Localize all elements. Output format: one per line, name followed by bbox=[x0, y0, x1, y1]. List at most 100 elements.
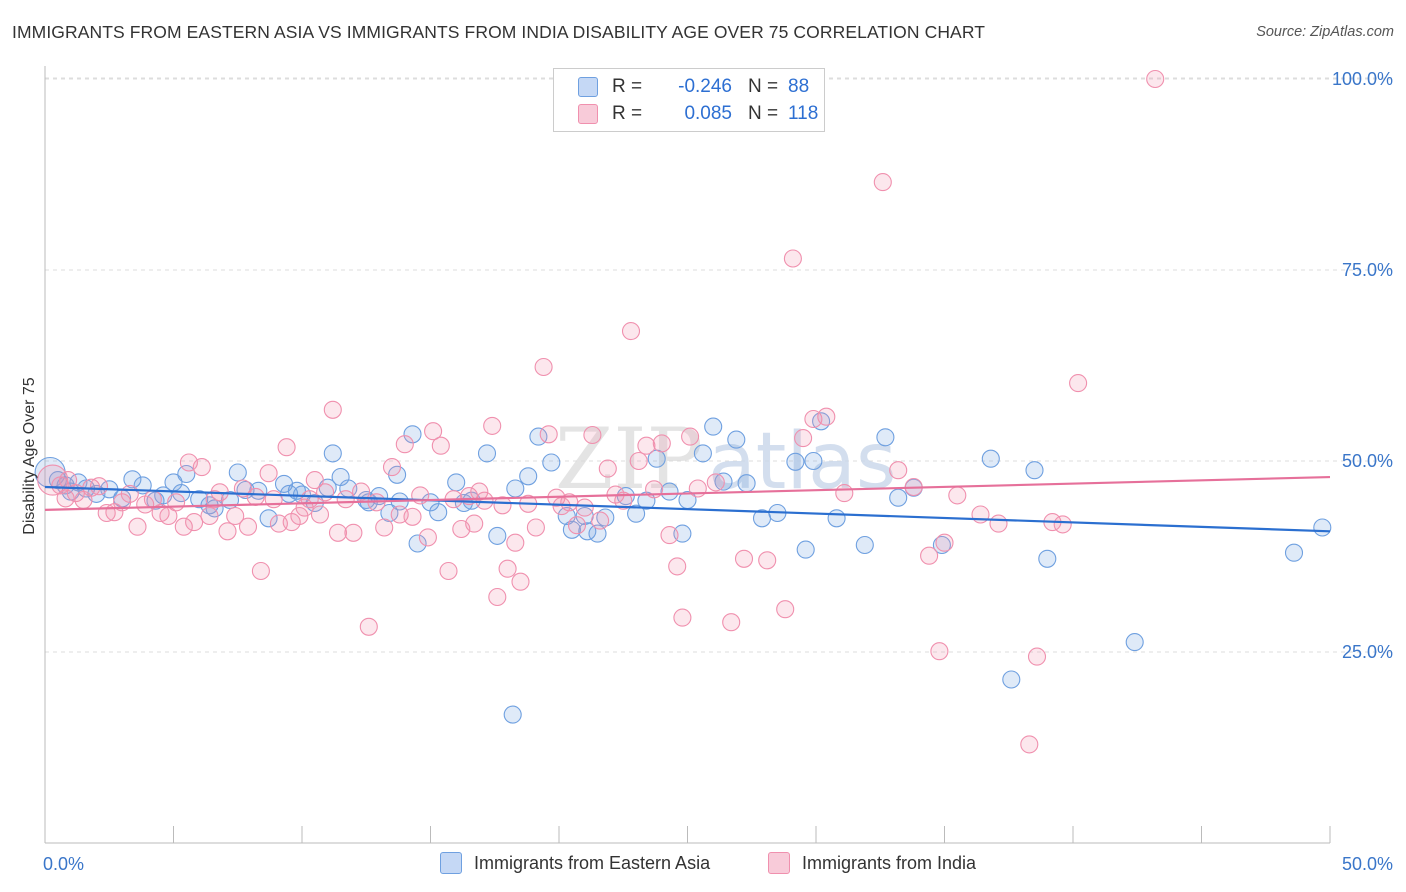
point-india bbox=[238, 517, 258, 536]
point-india bbox=[835, 484, 854, 503]
point-eastern-asia bbox=[737, 474, 756, 493]
series-label-eastern-asia: Immigrants from Eastern Asia bbox=[474, 852, 711, 873]
point-india bbox=[277, 438, 296, 457]
point-india bbox=[758, 551, 777, 570]
point-india bbox=[470, 482, 489, 501]
point-eastern-asia bbox=[827, 509, 846, 528]
source-label: Source: ZipAtlas.com bbox=[1256, 24, 1394, 40]
point-india bbox=[344, 523, 363, 542]
point-india bbox=[488, 587, 507, 607]
point-india bbox=[89, 477, 109, 496]
point-india bbox=[534, 357, 553, 377]
y-axis-title: Disability Age Over 75 bbox=[21, 377, 38, 535]
series-swatch-india bbox=[768, 852, 790, 874]
point-eastern-asia bbox=[403, 425, 422, 444]
legend-row-eastern-asia: R = -0.246 N = 88 bbox=[578, 75, 809, 99]
point-eastern-asia bbox=[503, 705, 522, 724]
point-india bbox=[475, 491, 494, 510]
series-swatch-eastern-asia bbox=[440, 852, 462, 874]
point-eastern-asia bbox=[1025, 461, 1044, 480]
point-india bbox=[930, 642, 949, 661]
point-india bbox=[246, 487, 265, 506]
point-india bbox=[120, 484, 139, 503]
point-india bbox=[310, 505, 330, 524]
point-india bbox=[776, 600, 795, 619]
point-india bbox=[706, 473, 725, 492]
point-india bbox=[336, 490, 355, 509]
point-eastern-asia bbox=[408, 534, 427, 553]
point-india bbox=[465, 514, 484, 533]
point-eastern-asia bbox=[447, 473, 466, 492]
point-india bbox=[167, 493, 186, 512]
point-india bbox=[873, 173, 892, 192]
point-india bbox=[526, 518, 545, 537]
point-eastern-asia bbox=[488, 526, 507, 545]
legend-row-india: R = 0.085 N = 118 bbox=[578, 102, 818, 126]
point-india bbox=[668, 557, 687, 576]
point-eastern-asia bbox=[542, 453, 561, 472]
legend-r-label: R = bbox=[612, 76, 643, 97]
point-india bbox=[439, 561, 458, 581]
point-eastern-asia bbox=[259, 509, 278, 528]
point-eastern-asia bbox=[190, 490, 209, 509]
axis-layer bbox=[44, 66, 1331, 844]
point-india bbox=[259, 464, 278, 483]
point-india bbox=[226, 506, 245, 526]
point-india bbox=[591, 511, 610, 530]
point-india bbox=[920, 546, 939, 565]
point-eastern-asia bbox=[786, 452, 805, 471]
point-india bbox=[174, 517, 193, 536]
point-india bbox=[375, 518, 394, 537]
point-india bbox=[128, 517, 147, 536]
point-india bbox=[359, 617, 378, 636]
point-india bbox=[652, 434, 671, 453]
point-india bbox=[681, 427, 700, 446]
point-eastern-asia bbox=[1002, 670, 1021, 689]
x-tick-label: 50.0% bbox=[1342, 854, 1393, 874]
point-india bbox=[192, 458, 211, 477]
point-india bbox=[673, 608, 692, 627]
point-india bbox=[56, 489, 75, 508]
point-india bbox=[395, 435, 414, 454]
point-eastern-asia bbox=[889, 488, 908, 507]
point-eastern-asia bbox=[1125, 633, 1144, 652]
legend-r-value: -0.246 bbox=[678, 76, 732, 97]
point-eastern-asia bbox=[796, 540, 815, 559]
point-india bbox=[352, 482, 371, 501]
point-india bbox=[431, 436, 450, 455]
point-india bbox=[598, 459, 617, 478]
point-india bbox=[418, 528, 437, 547]
point-india bbox=[200, 506, 219, 526]
point-india bbox=[251, 561, 270, 581]
point-eastern-asia bbox=[1038, 549, 1057, 568]
point-india bbox=[511, 572, 530, 591]
point-india bbox=[734, 549, 754, 568]
point-eastern-asia bbox=[981, 449, 1000, 468]
point-india bbox=[1146, 69, 1165, 89]
point-india bbox=[1027, 647, 1047, 666]
point-india bbox=[637, 436, 656, 455]
point-eastern-asia bbox=[714, 472, 733, 491]
point-india bbox=[948, 486, 967, 505]
point-india bbox=[1053, 515, 1072, 534]
point-eastern-asia bbox=[727, 430, 746, 449]
point-india bbox=[794, 429, 813, 448]
y-tick-label: 25.0% bbox=[1342, 642, 1393, 662]
trend-line-eastern-asia bbox=[44, 485, 1331, 533]
point-india bbox=[583, 425, 602, 445]
y-tick-label: 100.0% bbox=[1332, 69, 1393, 89]
trend-line-india bbox=[44, 475, 1331, 511]
legend-n-value: 118 bbox=[788, 103, 819, 124]
legend-swatch-eastern-asia bbox=[578, 77, 598, 97]
y-tick-label: 50.0% bbox=[1342, 451, 1393, 471]
point-eastern-asia bbox=[477, 444, 497, 463]
points-layer bbox=[34, 69, 1332, 754]
point-eastern-asia bbox=[876, 428, 895, 447]
legend-r-value: 0.085 bbox=[684, 103, 732, 124]
point-eastern-asia bbox=[1313, 518, 1332, 537]
point-eastern-asia bbox=[557, 506, 576, 526]
point-india bbox=[403, 507, 422, 526]
point-india bbox=[493, 496, 512, 515]
point-eastern-asia bbox=[1284, 543, 1304, 562]
